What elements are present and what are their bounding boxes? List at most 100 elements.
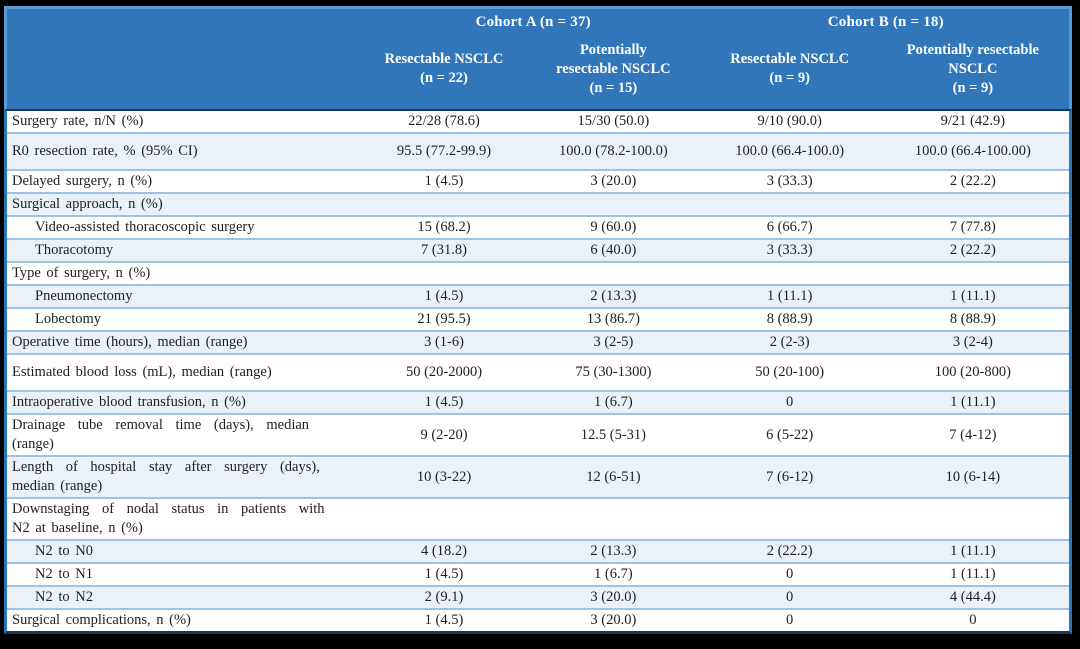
value-cell: 12.5 (5-31) [580, 426, 647, 443]
value-cell: 9 (2-20) [420, 426, 468, 443]
value-cell: 1 (6.7) [594, 394, 633, 410]
row-label: Video-assisted thoracoscopic surgery [35, 219, 255, 235]
table-row: R0 resection rate, % (95% CI) 95.5 (77.2-… [7, 132, 1069, 169]
table-row: N2 to N2 2 (9.1) 3 (20.0) 0 4 (44.4) [7, 585, 1069, 608]
value-cell: 1 (11.1) [950, 543, 996, 559]
value-cell: 4 (44.4) [949, 589, 996, 605]
value-cell: 3 (33.3) [766, 242, 813, 258]
value-cell: 21 (95.5) [417, 311, 471, 327]
value-cell: 13 (86.7) [586, 311, 640, 327]
column-header-resectable-b: Resectable NSCLC (n = 9) [730, 51, 850, 86]
value-cell: 3 (20.0) [590, 612, 637, 628]
table-row: Intraoperative blood transfusion, n (%) 1… [7, 390, 1069, 413]
row-label: N2 to N1 [35, 566, 93, 582]
value-cell: 3 (2-5) [593, 334, 634, 350]
row-label: Surgical complications, n (%) [12, 612, 191, 628]
value-cell [524, 518, 702, 520]
row-label: Estimated blood loss (mL), median (range… [12, 364, 272, 380]
value-cell: 2 (22.2) [766, 543, 813, 559]
table-row: Thoracotomy 7 (31.8) 6 (40.0) 3 (33.3) 2 (22… [7, 238, 1069, 261]
value-cell: 3 (1-6) [424, 334, 464, 350]
value-cell: 1 (11.1) [766, 288, 813, 304]
row-label: R0 resection rate, % (95% CI) [12, 143, 198, 159]
value-cell: 2 (22.2) [949, 173, 996, 189]
value-cell: 6 (5-22) [766, 426, 814, 443]
row-label: Lobectomy [35, 311, 102, 327]
row-label: Pneumonectomy [35, 288, 133, 304]
value-cell: 7 (6-12) [766, 468, 814, 485]
value-cell: 2 (22.2) [949, 242, 996, 258]
value-cell: 2 (13.3) [590, 543, 637, 559]
value-cell: 100.0 (66.4-100.00) [914, 143, 1031, 159]
value-cell: 6 (66.7) [766, 219, 813, 235]
value-cell: 1 (6.7) [594, 566, 633, 582]
value-cell: 1 (4.5) [424, 288, 464, 304]
value-cell: 12 (6-51) [586, 468, 641, 485]
column-header-row: Resectable NSCLC (n = 22) Potentially re… [7, 33, 1069, 109]
value-cell: 100.0 (78.2-100.0) [559, 143, 668, 159]
table-header: Cohort A (n = 37) Cohort B (n = 18) Rese… [4, 6, 1072, 109]
table-row: Downstaging of nodal status in patients … [7, 497, 1069, 539]
value-cell [877, 518, 1069, 520]
value-cell [364, 204, 524, 206]
table-row: Surgery rate, n/N (%) 22/28 (78.6) 15/30 (… [7, 111, 1069, 132]
value-cell: 1 (11.1) [950, 288, 996, 304]
value-cell: 0 [969, 612, 977, 628]
row-label: Thoracotomy [35, 242, 114, 258]
value-cell: 10 (3-22) [416, 468, 472, 485]
table-row: Surgical complications, n (%) 1 (4.5) 3 (2… [7, 608, 1069, 631]
value-cell [877, 273, 1069, 275]
row-label: Delayed surgery, n (%) [12, 173, 153, 189]
column-header-potentially-resectable-a: Potentially resectable NSCLC (n = 15) [556, 41, 671, 96]
value-cell [524, 204, 702, 206]
value-cell: 7 (31.8) [421, 242, 467, 258]
value-cell [703, 273, 877, 275]
table-row: Length of hospital stay after surgery (d… [7, 455, 1069, 497]
value-cell: 6 (40.0) [590, 242, 637, 258]
value-cell: 1 (11.1) [950, 566, 996, 582]
cohort-b-header: Cohort B (n = 18) [827, 14, 944, 30]
value-cell: 8 (88.9) [766, 311, 813, 327]
value-cell: 4 (18.2) [421, 543, 467, 559]
value-cell [364, 273, 524, 275]
column-header-resectable-a: Resectable NSCLC (n = 22) [384, 51, 504, 86]
surgery-outcomes-table: Cohort A (n = 37) Cohort B (n = 18) Rese… [4, 6, 1072, 634]
value-cell: 1 (11.1) [950, 394, 996, 410]
value-cell: 1 (4.5) [424, 566, 464, 582]
value-cell: 15/30 (50.0) [577, 113, 650, 129]
value-cell: 2 (2-3) [769, 334, 810, 350]
value-cell [703, 204, 877, 206]
value-cell: 3 (2-4) [952, 334, 993, 350]
value-cell: 10 (6-14) [945, 468, 1001, 485]
row-label: Operative time (hours), median (range) [12, 334, 248, 350]
value-cell [364, 518, 524, 520]
value-cell: 2 (9.1) [424, 589, 464, 605]
value-cell: 1 (4.5) [424, 612, 464, 628]
row-label: Type of surgery, n (%) [12, 265, 151, 281]
value-cell: 7 (4-12) [949, 426, 997, 443]
value-cell: 9 (60.0) [590, 219, 637, 235]
table-row: Lobectomy 21 (95.5) 13 (86.7) 8 (88.9) 8 (88… [7, 307, 1069, 330]
cohort-header-row: Cohort A (n = 37) Cohort B (n = 18) [7, 9, 1069, 33]
table-row: Video-assisted thoracoscopic surgery 15 (… [7, 215, 1069, 238]
row-label: Drainage tube removal time (days), media… [12, 417, 310, 452]
value-cell: 1 (4.5) [424, 394, 464, 410]
table-row: Drainage tube removal time (days), media… [7, 413, 1069, 455]
value-cell [877, 204, 1069, 206]
value-cell: 3 (20.0) [590, 589, 637, 605]
value-cell: 1 (4.5) [424, 173, 464, 189]
value-cell: 0 [786, 589, 794, 605]
value-cell: 50 (20-100) [755, 364, 825, 380]
table-row: Surgical approach, n (%) [7, 192, 1069, 215]
row-label: Surgical approach, n (%) [12, 196, 163, 212]
row-label: Surgery rate, n/N (%) [12, 113, 144, 129]
value-cell: 0 [786, 566, 794, 582]
value-cell: 7 (77.8) [949, 219, 996, 235]
row-label: N2 to N0 [35, 543, 93, 559]
row-label: Length of hospital stay after surgery (d… [12, 459, 320, 494]
value-cell [524, 273, 702, 275]
value-cell: 9/21 (42.9) [940, 113, 1006, 129]
cohort-a-header: Cohort A (n = 37) [475, 14, 591, 30]
table-body: Surgery rate, n/N (%) 22/28 (78.6) 15/30 (… [4, 109, 1072, 634]
value-cell: 2 (13.3) [590, 288, 637, 304]
